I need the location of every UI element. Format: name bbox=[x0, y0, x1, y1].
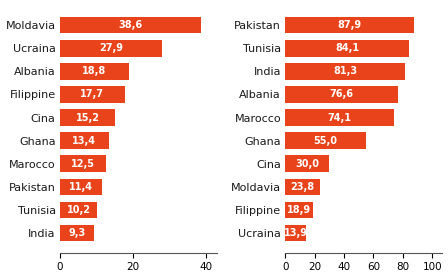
Text: 87,9: 87,9 bbox=[338, 20, 362, 30]
Text: 12,5: 12,5 bbox=[71, 159, 95, 169]
Bar bbox=[285, 132, 366, 149]
Bar bbox=[60, 155, 106, 172]
Bar bbox=[60, 202, 97, 219]
Bar bbox=[285, 17, 414, 33]
Text: 74,1: 74,1 bbox=[327, 113, 352, 123]
Bar bbox=[285, 155, 329, 172]
Text: 13,4: 13,4 bbox=[72, 136, 96, 146]
Text: 18,8: 18,8 bbox=[82, 66, 106, 76]
Text: 17,7: 17,7 bbox=[80, 90, 104, 100]
Text: 23,8: 23,8 bbox=[291, 182, 315, 192]
Bar bbox=[60, 86, 125, 103]
Bar bbox=[285, 86, 398, 103]
Text: 84,1: 84,1 bbox=[335, 43, 359, 53]
Text: 11,4: 11,4 bbox=[69, 182, 93, 192]
Bar bbox=[60, 63, 129, 80]
Bar bbox=[60, 225, 94, 242]
Bar bbox=[60, 40, 162, 56]
Bar bbox=[60, 178, 102, 195]
Text: 76,6: 76,6 bbox=[330, 90, 353, 100]
Bar bbox=[285, 225, 306, 242]
Text: 18,9: 18,9 bbox=[287, 205, 311, 215]
Bar bbox=[60, 109, 116, 126]
Bar bbox=[60, 17, 201, 33]
Text: 38,6: 38,6 bbox=[118, 20, 142, 30]
Bar bbox=[285, 178, 320, 195]
Text: 9,3: 9,3 bbox=[68, 228, 86, 238]
Text: 10,2: 10,2 bbox=[66, 205, 90, 215]
Bar bbox=[285, 109, 394, 126]
Text: 15,2: 15,2 bbox=[76, 113, 99, 123]
Text: 13,9: 13,9 bbox=[284, 228, 307, 238]
Text: 27,9: 27,9 bbox=[99, 43, 123, 53]
Bar bbox=[285, 202, 313, 219]
Bar bbox=[60, 132, 109, 149]
Bar bbox=[285, 63, 405, 80]
Text: 30,0: 30,0 bbox=[295, 159, 319, 169]
Text: 81,3: 81,3 bbox=[333, 66, 357, 76]
Bar bbox=[285, 40, 409, 56]
Text: 55,0: 55,0 bbox=[314, 136, 338, 146]
